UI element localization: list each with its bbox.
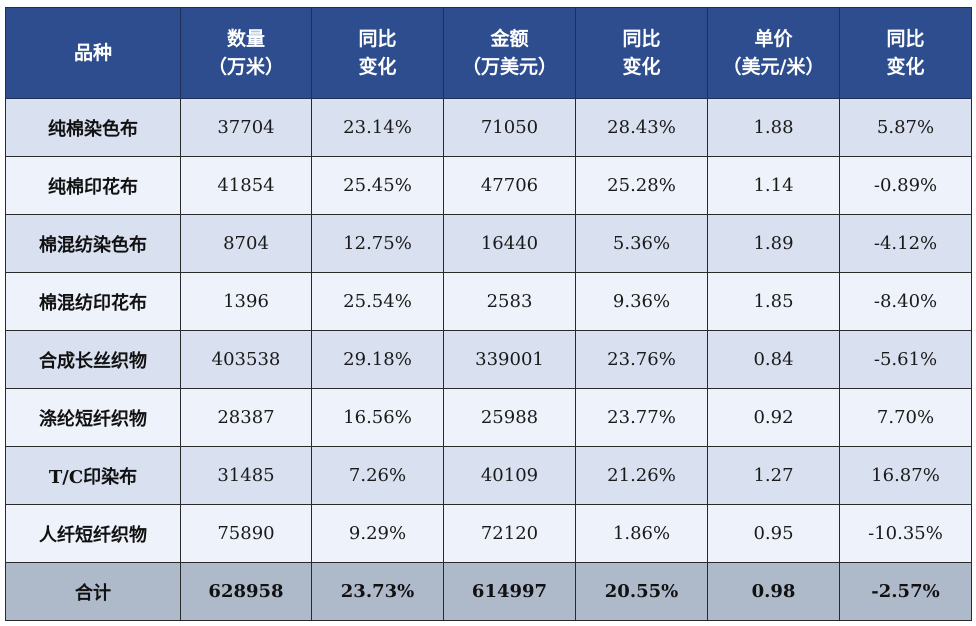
amount-yoy-cell: 21.26% (575, 446, 708, 505)
variety-cell: 棉混纺染色布 (5, 214, 181, 273)
unit-price-cell: 0.92 (707, 388, 840, 447)
amount-cell: 47706 (443, 156, 576, 215)
quantity-cell: 28387 (180, 388, 312, 447)
table-row: 涤纶短纤织物 28387 16.56% 25988 23.77% 0.92 7.… (5, 388, 972, 447)
amount-cell: 25988 (443, 388, 576, 447)
total-amount-yoy-cell: 20.55% (575, 562, 708, 621)
amount-cell: 2583 (443, 272, 576, 331)
amount-cell: 40109 (443, 446, 576, 505)
price-yoy-cell: -10.35% (839, 504, 972, 563)
header-label: 变化 (886, 56, 925, 78)
header-label: 同比 (886, 28, 925, 50)
header-row: 品种 数量 （万米） 同比 变化 金额 （万美元） 同比 变化 (5, 7, 972, 99)
header-quantity: 数量 （万米） (180, 7, 312, 99)
header-label: 品种 (73, 42, 112, 64)
quantity-yoy-cell: 29.18% (311, 330, 444, 389)
variety-cell: 纯棉印花布 (5, 156, 181, 215)
header-label: 金额 (490, 28, 529, 50)
total-price-yoy-cell: -2.57% (839, 562, 972, 621)
price-yoy-cell: -4.12% (839, 214, 972, 273)
header-price-yoy: 同比 变化 (839, 7, 972, 99)
table-row: 人纤短纤织物 75890 9.29% 72120 1.86% 0.95 -10.… (5, 504, 972, 563)
amount-cell: 72120 (443, 504, 576, 563)
table-row: 纯棉染色布 37704 23.14% 71050 28.43% 1.88 5.8… (5, 98, 972, 157)
quantity-yoy-cell: 9.29% (311, 504, 444, 563)
header-amount-yoy: 同比 变化 (575, 7, 708, 99)
amount-yoy-cell: 5.36% (575, 214, 708, 273)
unit-price-cell: 1.85 (707, 272, 840, 331)
fabric-export-table: 品种 数量 （万米） 同比 变化 金额 （万美元） 同比 变化 (5, 7, 972, 621)
quantity-yoy-cell: 25.45% (311, 156, 444, 215)
price-yoy-cell: -5.61% (839, 330, 972, 389)
quantity-cell: 41854 (180, 156, 312, 215)
header-label: 数量 (226, 28, 265, 50)
price-yoy-cell: 16.87% (839, 446, 972, 505)
total-label-cell: 合计 (5, 562, 181, 621)
header-label: 同比 (622, 28, 661, 50)
unit-price-cell: 1.89 (707, 214, 840, 273)
quantity-cell: 8704 (180, 214, 312, 273)
price-yoy-cell: -8.40% (839, 272, 972, 331)
table-row: 棉混纺印花布 1396 25.54% 2583 9.36% 1.85 -8.40… (5, 272, 972, 331)
quantity-yoy-cell: 16.56% (311, 388, 444, 447)
total-quantity-yoy-cell: 23.73% (311, 562, 444, 621)
quantity-yoy-cell: 23.14% (311, 98, 444, 157)
quantity-yoy-cell: 25.54% (311, 272, 444, 331)
amount-yoy-cell: 23.77% (575, 388, 708, 447)
amount-cell: 339001 (443, 330, 576, 389)
unit-price-cell: 1.14 (707, 156, 840, 215)
price-yoy-cell: -0.89% (839, 156, 972, 215)
amount-yoy-cell: 28.43% (575, 98, 708, 157)
table-row: T/C印染布 31485 7.26% 40109 21.26% 1.27 16.… (5, 446, 972, 505)
unit-price-cell: 0.95 (707, 504, 840, 563)
header-unit: （万美元） (461, 56, 557, 78)
table-row: 棉混纺染色布 8704 12.75% 16440 5.36% 1.89 -4.1… (5, 214, 972, 273)
unit-price-cell: 1.88 (707, 98, 840, 157)
unit-price-cell: 1.27 (707, 446, 840, 505)
header-label: 变化 (358, 56, 397, 78)
variety-cell: T/C印染布 (5, 446, 181, 505)
header-label: 变化 (622, 56, 661, 78)
total-row: 合计 628958 23.73% 614997 20.55% 0.98 -2.5… (5, 562, 972, 621)
total-quantity-cell: 628958 (180, 562, 312, 621)
header-quantity-yoy: 同比 变化 (311, 7, 444, 99)
variety-cell: 合成长丝织物 (5, 330, 181, 389)
total-unit-price-cell: 0.98 (707, 562, 840, 621)
total-amount-cell: 614997 (443, 562, 576, 621)
quantity-cell: 37704 (180, 98, 312, 157)
table-row: 合成长丝织物 403538 29.18% 339001 23.76% 0.84 … (5, 330, 972, 389)
table-row: 纯棉印花布 41854 25.45% 47706 25.28% 1.14 -0.… (5, 156, 972, 215)
price-yoy-cell: 7.70% (839, 388, 972, 447)
quantity-cell: 403538 (180, 330, 312, 389)
amount-cell: 16440 (443, 214, 576, 273)
quantity-cell: 31485 (180, 446, 312, 505)
header-unit-price: 单价 （美元/米） (707, 7, 840, 99)
amount-yoy-cell: 25.28% (575, 156, 708, 215)
amount-cell: 71050 (443, 98, 576, 157)
quantity-cell: 75890 (180, 504, 312, 563)
variety-cell: 纯棉染色布 (5, 98, 181, 157)
variety-cell: 人纤短纤织物 (5, 504, 181, 563)
variety-cell: 棉混纺印花布 (5, 272, 181, 331)
variety-cell: 涤纶短纤织物 (5, 388, 181, 447)
header-label: 单价 (754, 28, 793, 50)
header-label: 同比 (358, 28, 397, 50)
amount-yoy-cell: 1.86% (575, 504, 708, 563)
price-yoy-cell: 5.87% (839, 98, 972, 157)
quantity-cell: 1396 (180, 272, 312, 331)
amount-yoy-cell: 23.76% (575, 330, 708, 389)
amount-yoy-cell: 9.36% (575, 272, 708, 331)
unit-price-cell: 0.84 (707, 330, 840, 389)
header-amount: 金额 （万美元） (443, 7, 576, 99)
quantity-yoy-cell: 12.75% (311, 214, 444, 273)
header-unit: （万米） (207, 56, 284, 78)
header-unit: （美元/米） (722, 56, 825, 78)
header-variety: 品种 (5, 7, 181, 99)
quantity-yoy-cell: 7.26% (311, 446, 444, 505)
